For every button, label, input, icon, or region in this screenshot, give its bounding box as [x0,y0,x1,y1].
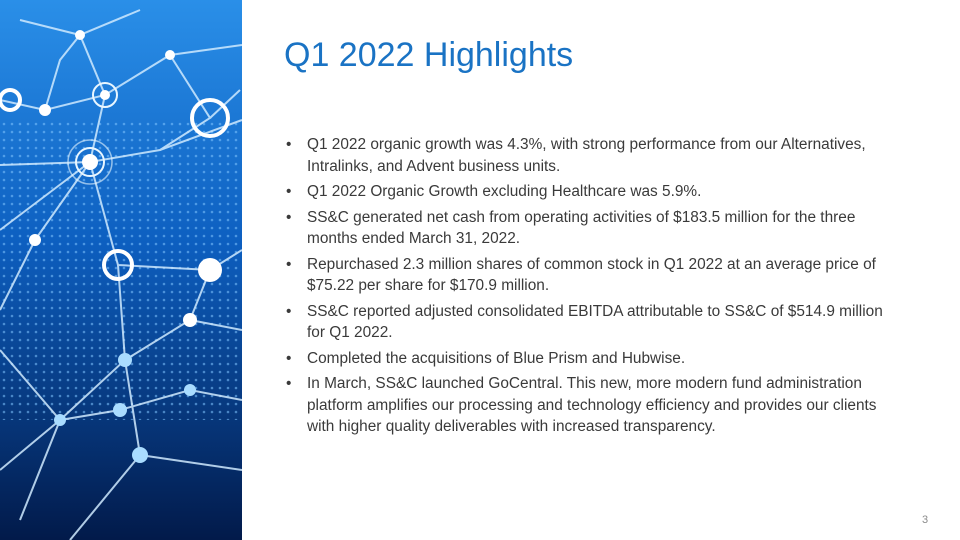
bullet-item: Q1 2022 organic growth was 4.3%, with st… [286,134,904,177]
bullet-item: SS&C generated net cash from operating a… [286,207,904,250]
bullet-item: Repurchased 2.3 million shares of common… [286,254,904,297]
bullet-item: In March, SS&C launched GoCentral. This … [286,373,904,438]
network-image [0,0,242,540]
slide-title: Q1 2022 Highlights [284,36,574,74]
bullet-item: SS&C reported adjusted consolidated EBIT… [286,301,904,344]
page-number: 3 [922,514,929,526]
bullet-item: Completed the acquisitions of Blue Prism… [286,348,904,370]
bullet-item: Q1 2022 Organic Growth excluding Healthc… [286,181,904,203]
bullet-list: Q1 2022 organic growth was 4.3%, with st… [286,134,904,442]
network-nodes [0,30,230,463]
